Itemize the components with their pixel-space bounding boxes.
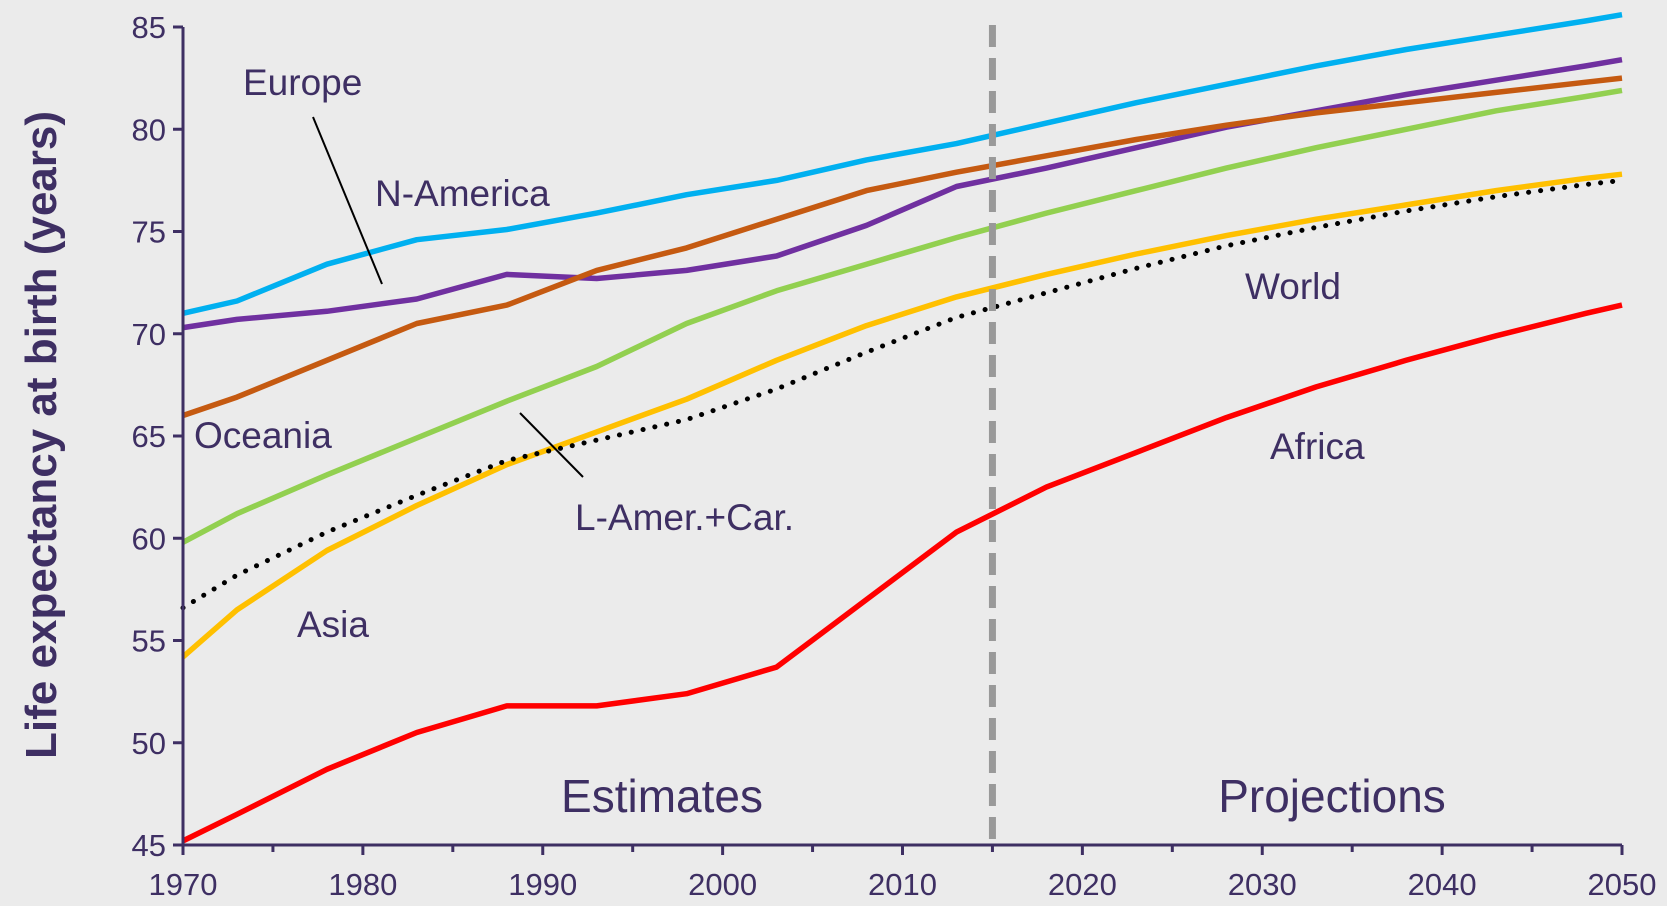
series-line-oceania [182, 75, 1623, 419]
series-label-asia: Asia [297, 604, 369, 645]
x-tick-label: 2050 [1588, 867, 1657, 902]
x-tick-label: 1980 [328, 867, 397, 902]
y-tick-label: 55 [132, 624, 166, 659]
y-tick-label: 85 [132, 10, 166, 45]
y-tick-label: 80 [132, 112, 166, 147]
x-tick-label: 2040 [1408, 867, 1477, 902]
x-tick-label: 2030 [1228, 867, 1297, 902]
x-tick-label: 2000 [688, 867, 757, 902]
series-line-n-america [182, 11, 1623, 316]
series-label-n-america: N-America [375, 173, 550, 214]
y-tick-label: 75 [132, 215, 166, 250]
x-tick-label: 2010 [868, 867, 937, 902]
region-label-estimates: Estimates [561, 770, 763, 822]
x-tick-label: 1970 [149, 867, 218, 902]
y-axis-title: Life expectancy at birth (years) [17, 111, 66, 759]
y-tick-label: 60 [132, 521, 166, 556]
series-line-l-amer-car [181, 87, 1623, 545]
series-line-africa [181, 302, 1623, 844]
annotations: Europe N-America Oceania L-Amer.+Car. As… [194, 62, 1446, 822]
series-label-l-amer: L-Amer.+Car. [575, 497, 794, 538]
x-tick-label: 2020 [1048, 867, 1117, 902]
plot-lines [180, 11, 1625, 844]
series-label-oceania: Oceania [194, 415, 332, 456]
latin-america-leader-line [519, 412, 584, 478]
europe-leader-line [312, 116, 383, 285]
region-label-projections: Projections [1218, 770, 1446, 822]
axes: 45 50 55 60 65 70 75 80 85 1970 1980 1990 2000 2010 20… [132, 10, 1657, 902]
series-label-africa: Africa [1270, 426, 1365, 467]
series-line-world [180, 177, 1625, 611]
y-tick-label: 70 [132, 317, 166, 352]
series-line-asia [181, 171, 1623, 659]
y-tick-label: 45 [132, 828, 166, 863]
series-line-europe [182, 56, 1623, 331]
x-tick-label: 1990 [508, 867, 577, 902]
y-tick-label: 50 [132, 726, 166, 761]
y-tick-label: 65 [132, 419, 166, 454]
series-label-world: World [1245, 266, 1341, 307]
series-label-europe: Europe [243, 62, 362, 103]
